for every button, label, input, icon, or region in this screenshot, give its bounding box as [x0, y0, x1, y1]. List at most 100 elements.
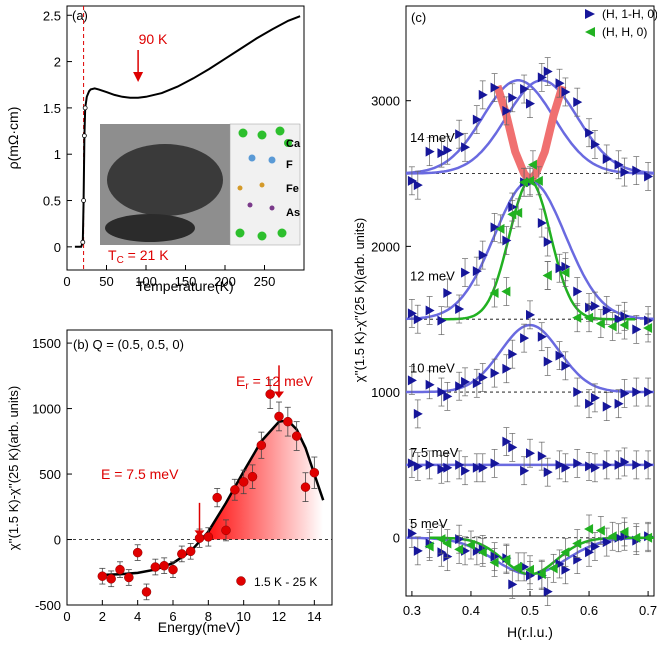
resistivity-point — [81, 133, 87, 139]
data-point — [508, 579, 518, 590]
data-point — [461, 142, 471, 153]
data-point — [425, 305, 435, 316]
data-point — [632, 165, 642, 176]
data-point — [620, 531, 630, 542]
crystal-photo-sample — [107, 144, 223, 216]
panel-a-x-label: Temperature(K) — [136, 278, 233, 294]
data-point — [97, 571, 108, 581]
data-point — [437, 315, 447, 326]
arrow-head — [133, 72, 144, 82]
data-point — [620, 311, 630, 322]
data-point — [561, 86, 571, 97]
data-point — [614, 532, 624, 543]
data-point — [221, 525, 231, 536]
data-point — [437, 148, 447, 159]
data-point — [495, 223, 505, 234]
data-point — [443, 551, 453, 562]
crystal-photo-holder — [105, 214, 195, 242]
y-tick-label: 1 — [54, 147, 61, 162]
data-point — [455, 534, 465, 545]
data-point — [407, 375, 417, 386]
y-tick-label: 1500 — [32, 336, 61, 351]
panel-b-y-ticks: -500 0 500 1000 1500 — [32, 336, 72, 613]
data-point — [478, 250, 488, 261]
data-point — [644, 387, 654, 398]
atom-f — [268, 156, 276, 164]
panel-c-legend-marker-green — [585, 27, 595, 37]
data-point — [461, 267, 471, 278]
data-point — [573, 286, 583, 297]
data-point — [443, 391, 453, 402]
atom-ca — [257, 231, 267, 241]
x-tick-label: 4 — [134, 609, 141, 624]
panel-a-y-ticks: 0 0.5 1 1.5 2 2.5 — [43, 8, 72, 255]
data-point — [490, 222, 500, 233]
data-point — [619, 526, 629, 537]
panel-c: (c) 0 1000 2000 3000 0.3 0.4 0.5 0.6 0.7 14 meV… — [352, 5, 657, 640]
panel-a-label: (a) — [72, 8, 88, 23]
data-point — [424, 541, 434, 552]
data-point — [437, 547, 447, 558]
data-point — [585, 461, 595, 472]
y-tick-label: 0 — [54, 533, 61, 548]
arrow-er-head — [274, 391, 284, 399]
data-point — [631, 532, 641, 543]
data-point — [526, 309, 535, 320]
data-point — [489, 287, 499, 298]
panel-c-x-label: H(r.l.u.) — [507, 624, 553, 640]
data-point — [472, 545, 482, 556]
data-point — [132, 547, 143, 558]
data-point — [520, 465, 530, 476]
data-point — [472, 266, 482, 277]
data-point — [526, 448, 535, 459]
atom-ca — [238, 128, 248, 138]
data-point — [407, 458, 417, 469]
y-tick-label: 3000 — [371, 94, 400, 109]
data-point — [602, 305, 612, 316]
data-point — [561, 360, 571, 371]
data-point — [561, 564, 571, 575]
data-point — [508, 202, 518, 213]
data-point — [454, 544, 464, 555]
panel-c-data-points — [407, 57, 654, 606]
y-tick-label: 0.5 — [43, 194, 61, 209]
energy-label: 12 meV — [410, 269, 455, 284]
data-point — [561, 462, 571, 473]
panel-a-y-label: ρ(mΩ·cm) — [5, 107, 21, 170]
data-point — [573, 97, 583, 108]
x-tick-label: 150 — [175, 274, 197, 289]
data-point — [632, 324, 642, 335]
data-point — [478, 372, 488, 383]
data-point — [115, 564, 125, 575]
data-point — [437, 387, 447, 398]
energy-label: 10 meV — [410, 360, 455, 375]
panel-b-legend-marker — [236, 576, 246, 586]
panel-c-x-ticks: 0.3 0.4 0.5 0.6 0.7 — [403, 591, 657, 618]
x-tick-label: 8 — [205, 609, 212, 624]
data-point — [519, 177, 529, 188]
data-point — [283, 416, 293, 427]
data-point — [461, 545, 471, 556]
x-tick-label: 12 — [272, 609, 286, 624]
data-point — [584, 312, 594, 323]
data-point — [265, 389, 275, 399]
data-point — [620, 456, 630, 467]
legend-ca-swatch — [284, 139, 292, 147]
dispersion-band — [493, 84, 534, 184]
data-point — [203, 532, 214, 542]
data-point — [585, 547, 595, 558]
data-point — [619, 320, 629, 331]
data-point — [526, 570, 535, 581]
data-point — [614, 314, 624, 325]
data-point — [437, 464, 447, 475]
resistivity-point — [82, 105, 88, 111]
panel-b-arrows — [194, 365, 284, 537]
data-point — [502, 363, 512, 374]
data-point — [590, 139, 600, 150]
fit-10mev-blue — [406, 323, 654, 394]
data-point — [502, 105, 512, 116]
data-point — [507, 209, 517, 220]
data-point — [620, 167, 630, 178]
panel-b-title: (b) Q = (0.5, 0.5, 0) — [73, 337, 184, 352]
data-point — [543, 66, 553, 77]
